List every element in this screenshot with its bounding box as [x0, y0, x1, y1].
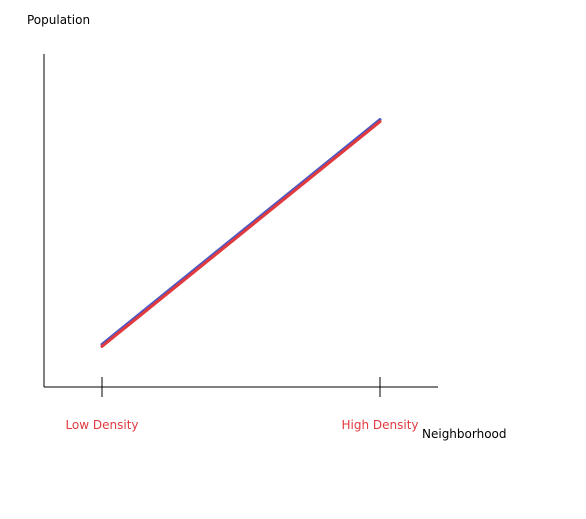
- x-tick-label: High Density: [341, 418, 418, 432]
- x-tick-label: Low Density: [65, 418, 138, 432]
- labels-layer: Low Density High Density Population Neighbo…: [27, 13, 507, 441]
- x-axis-label: Neighborhood: [422, 427, 507, 441]
- series-line: [102, 122, 380, 347]
- y-axis-label: Population: [27, 13, 90, 27]
- series-line-shadow: [102, 120, 380, 345]
- series-layer: [102, 120, 380, 347]
